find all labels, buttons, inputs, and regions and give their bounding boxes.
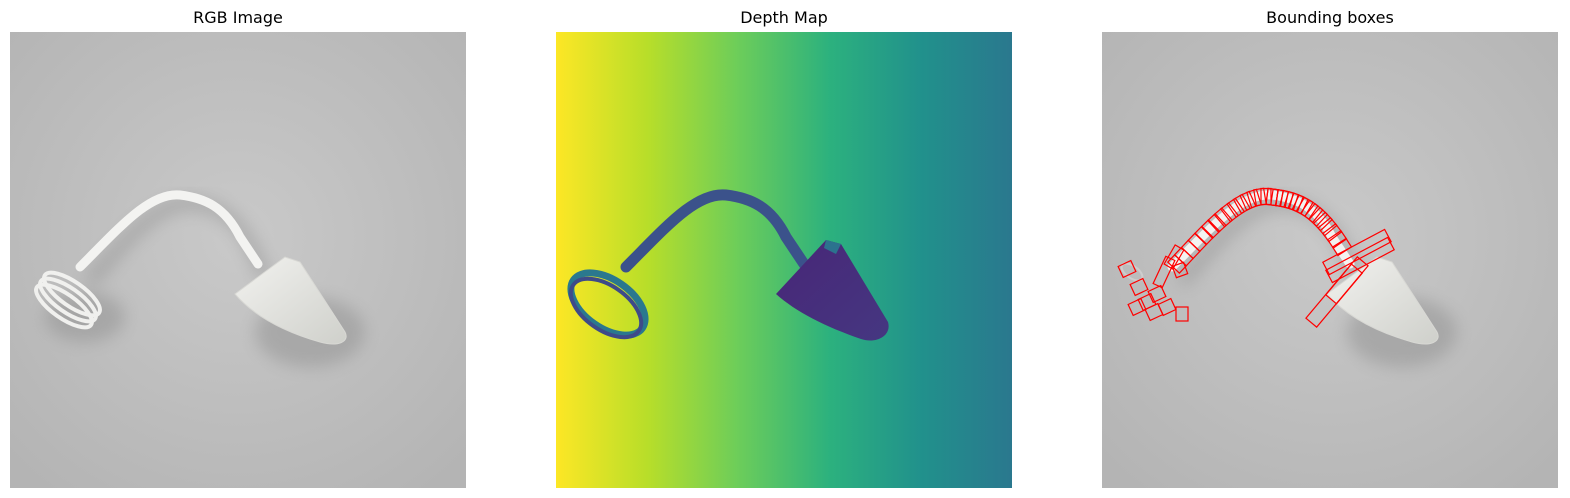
bounding-box — [1193, 225, 1215, 246]
lid — [34, 270, 102, 330]
depth-cup — [776, 240, 889, 341]
straw — [75, 190, 263, 272]
bounding-box — [1117, 259, 1137, 279]
boxes-panel-title: Bounding boxes — [1266, 8, 1394, 27]
depth-panel-title: Depth Map — [740, 8, 828, 27]
bounding-box — [1324, 263, 1364, 305]
rgb-panel-title: RGB Image — [193, 8, 283, 27]
bounding-box — [1219, 202, 1240, 223]
bounding-box — [1321, 223, 1343, 243]
rgb-image — [10, 32, 466, 488]
bounding-box-group — [1117, 187, 1396, 328]
depth-map — [556, 32, 1012, 488]
depth-straw — [620, 189, 810, 273]
bounding-box — [1206, 212, 1227, 234]
bounding-box — [1129, 277, 1149, 297]
bounding-box — [1163, 244, 1185, 270]
bounding-boxes-image — [1102, 32, 1558, 488]
bounding-box — [1326, 229, 1348, 249]
bounding-box — [1147, 284, 1167, 304]
bounding-box — [1232, 193, 1251, 215]
bounding-box — [1312, 211, 1333, 232]
bounding-box — [1213, 207, 1234, 228]
bounding-box — [1171, 261, 1189, 279]
bounding-box — [1157, 297, 1177, 317]
cup — [234, 256, 347, 345]
bounding-box — [1317, 216, 1338, 237]
bounding-box — [1152, 255, 1176, 289]
depth-lid — [567, 269, 649, 340]
bounding-box — [1127, 297, 1147, 317]
bounding-box — [1324, 236, 1396, 284]
bounding-box — [1321, 228, 1393, 276]
bounding-box — [1175, 306, 1189, 322]
bounding-box — [1308, 206, 1329, 228]
bounding-box — [1226, 197, 1246, 219]
bounding-box — [1200, 219, 1221, 240]
